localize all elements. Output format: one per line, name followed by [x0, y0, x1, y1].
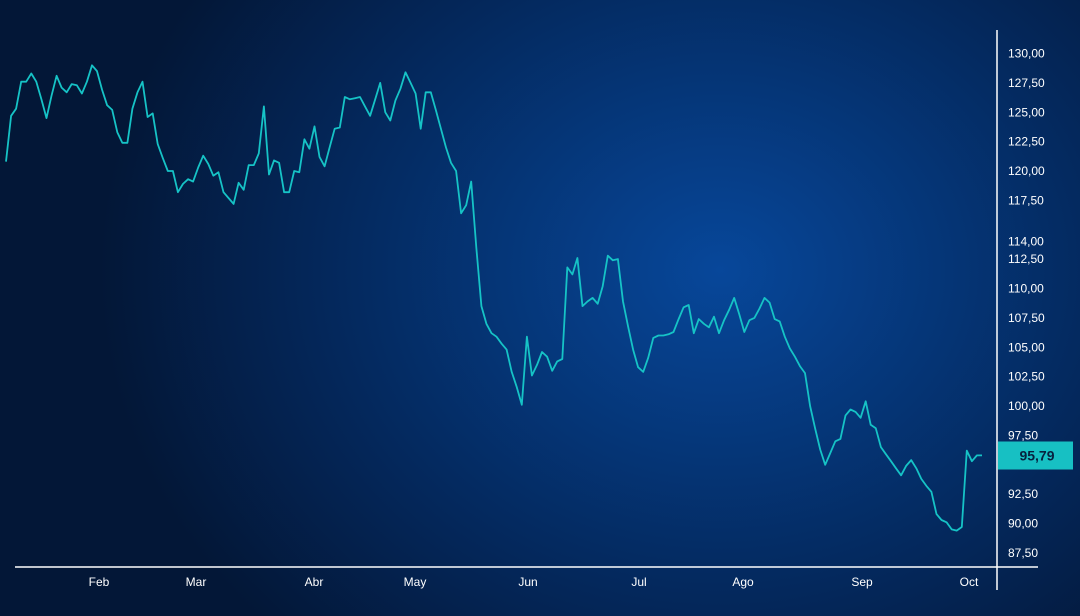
x-tick-label: Abr [305, 575, 324, 589]
x-tick-label: Jun [518, 575, 537, 589]
y-tick-label: 105,00 [1008, 340, 1045, 354]
last-price-badge: 95,79 [998, 441, 1073, 470]
y-tick-label: 112,50 [1008, 252, 1044, 266]
y-tick-label: 120,00 [1008, 164, 1045, 178]
y-tick-label: 100,00 [1008, 399, 1045, 413]
y-tick-label: 117,50 [1008, 193, 1044, 207]
y-tick-label: 127,50 [1008, 76, 1045, 90]
x-tick-label: Sep [851, 575, 873, 589]
y-tick-label: 102,50 [1008, 370, 1045, 384]
x-tick-label: Oct [960, 575, 979, 589]
x-tick-label: Mar [186, 575, 207, 589]
y-tick-label: 114,00 [1008, 235, 1044, 249]
y-tick-label: 87,50 [1008, 546, 1038, 560]
x-tick-label: Feb [89, 575, 110, 589]
y-tick-label: 97,50 [1008, 428, 1038, 442]
y-tick-label: 107,50 [1008, 311, 1045, 325]
y-tick-label: 92,50 [1008, 487, 1038, 501]
x-tick-label: Jul [631, 575, 646, 589]
last-price-value: 95,79 [1019, 448, 1054, 464]
y-tick-label: 122,50 [1008, 135, 1045, 149]
y-axis-ticks: 130,00 127,50 125,00 122,50 120,00 117,50 114,… [1008, 47, 1045, 560]
x-tick-label: May [404, 575, 427, 589]
y-tick-label: 110,00 [1008, 282, 1044, 296]
y-tick-label: 90,00 [1008, 517, 1038, 531]
x-tick-label: Ago [732, 575, 754, 589]
x-axis-ticks: Feb Mar Abr May Jun Jul Ago Sep Oct [89, 575, 979, 589]
y-tick-label: 130,00 [1008, 47, 1045, 61]
price-series-line [5, 64, 982, 532]
y-tick-label: 125,00 [1008, 105, 1045, 119]
